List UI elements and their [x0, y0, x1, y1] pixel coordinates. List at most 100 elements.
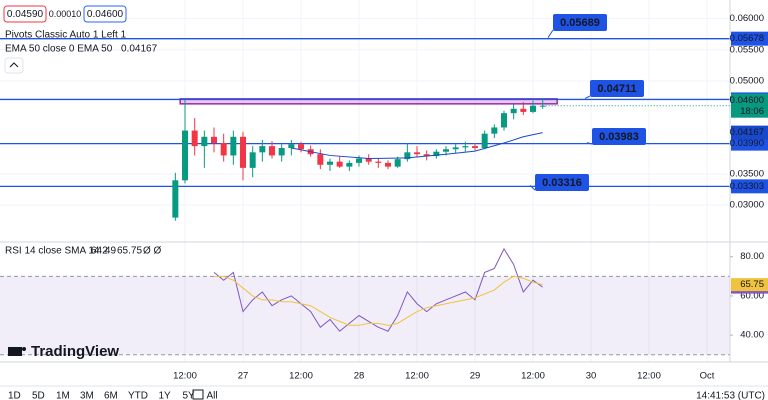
candle-body	[433, 151, 440, 157]
x-tick-label: 30	[586, 371, 597, 382]
ema-legend: EMA 50 close 0 EMA 50	[5, 44, 113, 55]
range-button[interactable]: 5D	[32, 391, 45, 400]
x-tick-label: 28	[354, 371, 365, 382]
logo-mark	[22, 347, 26, 351]
y-tick-label: 0.03000	[730, 200, 764, 211]
last-price-box	[731, 93, 768, 118]
candle-body	[278, 147, 285, 156]
ask-box[interactable]	[83, 5, 127, 23]
x-tick-label: 12:00	[173, 371, 197, 382]
rsi-legend: RSI 14 close SMA 14 2	[5, 246, 108, 257]
candle-body	[298, 144, 305, 150]
candle-body	[423, 154, 430, 157]
chevron-icon	[9, 62, 19, 68]
candle-body	[240, 136, 247, 168]
pivot-axis-box	[731, 31, 768, 46]
countdown: 18:06	[740, 106, 764, 117]
candle-body	[462, 146, 469, 148]
candle-body	[336, 161, 343, 167]
ema-legend-value: 0.04167	[121, 44, 158, 55]
candle-body	[404, 152, 411, 160]
callout-box	[590, 80, 644, 97]
candle-body	[220, 143, 227, 156]
pivot-axis-box	[731, 136, 768, 151]
range-button[interactable]: All	[207, 391, 218, 400]
callout-box	[553, 14, 607, 31]
rsi-legend-value: 64.49	[91, 246, 116, 257]
ema-line	[291, 132, 543, 160]
candle-body	[385, 162, 392, 167]
candle-body	[520, 108, 527, 112]
y-tick-label: 80.00	[740, 251, 764, 262]
candle-body	[414, 152, 421, 155]
rsi-axis-label: 65.75	[740, 279, 764, 290]
rsi-extra: Ø Ø	[143, 246, 162, 257]
logo: TradingView	[31, 343, 119, 360]
candle-body	[249, 152, 256, 168]
candle-body	[346, 162, 353, 167]
candle-body	[191, 130, 198, 147]
pivot-axis-label: 0.03303	[730, 181, 764, 192]
range-button[interactable]: 1M	[56, 391, 70, 400]
candle-body	[510, 108, 517, 114]
callout-arrow	[584, 95, 591, 99]
bid-box[interactable]	[3, 5, 47, 23]
candle-body	[259, 146, 266, 153]
spread: 0.00010	[49, 9, 82, 19]
callout-label: 0.03316	[542, 177, 582, 189]
pivots-legend: Pivots Classic Auto 1 Left 1	[5, 30, 127, 41]
ema-axis-box	[731, 125, 768, 140]
candle-body	[481, 133, 488, 148]
sma-legend-value: 65.75	[117, 246, 142, 257]
candle-body	[443, 149, 450, 152]
pivot-axis-label: 0.03990	[730, 138, 764, 149]
clock: 14:41:53 (UTC)	[696, 391, 765, 400]
y-tick-label: 60.00	[740, 290, 764, 301]
rsi-axis-box	[731, 278, 768, 292]
candle-body	[472, 146, 478, 148]
range-button[interactable]: 1Y	[159, 391, 172, 400]
callout-arrow	[586, 142, 593, 145]
range-button[interactable]: 1D	[8, 391, 21, 400]
candle-body	[172, 180, 179, 218]
candle-body	[394, 159, 401, 167]
candle-body	[365, 158, 372, 162]
collapse-button[interactable]	[4, 57, 24, 74]
callout-arrow	[529, 184, 536, 191]
range-button[interactable]: YTD	[128, 391, 148, 400]
candle-body	[491, 127, 498, 134]
candle-body	[501, 113, 507, 128]
candle-body	[317, 154, 324, 165]
last-price-label: 0.04600	[730, 95, 764, 106]
bid: 0.04590	[7, 9, 44, 20]
y-tick-label: 0.06000	[730, 13, 764, 24]
range-button[interactable]: 3M	[80, 391, 94, 400]
rsi-line	[214, 275, 543, 326]
candle-body	[230, 136, 237, 156]
x-tick-label: 29	[470, 371, 481, 382]
logo-mark	[8, 347, 22, 356]
range-button[interactable]: 6M	[104, 391, 118, 400]
candle-body	[530, 105, 536, 112]
y-tick-label: 0.05000	[730, 75, 764, 86]
rsi-line	[213, 247, 543, 332]
y-tick-label: 40.00	[740, 330, 764, 341]
callout-label: 0.04711	[597, 83, 636, 95]
candle-body	[269, 146, 276, 156]
callout-box	[592, 128, 646, 145]
pivot-axis-label: 0.05678	[730, 33, 764, 44]
x-tick-label: 12:00	[289, 371, 313, 382]
candle-body	[375, 161, 382, 163]
x-tick-label: 27	[238, 371, 249, 382]
candle-body	[211, 136, 218, 144]
calendar-icon[interactable]	[192, 389, 204, 400]
x-tick-label: 12:00	[405, 371, 429, 382]
y-tick-label: 0.03500	[730, 169, 764, 180]
x-tick-label: 12:00	[637, 371, 661, 382]
candle-body	[327, 161, 334, 165]
x-tick-label: 12:00	[521, 371, 545, 382]
candle-body	[356, 158, 363, 163]
range-button[interactable]: 5Y	[183, 391, 196, 400]
